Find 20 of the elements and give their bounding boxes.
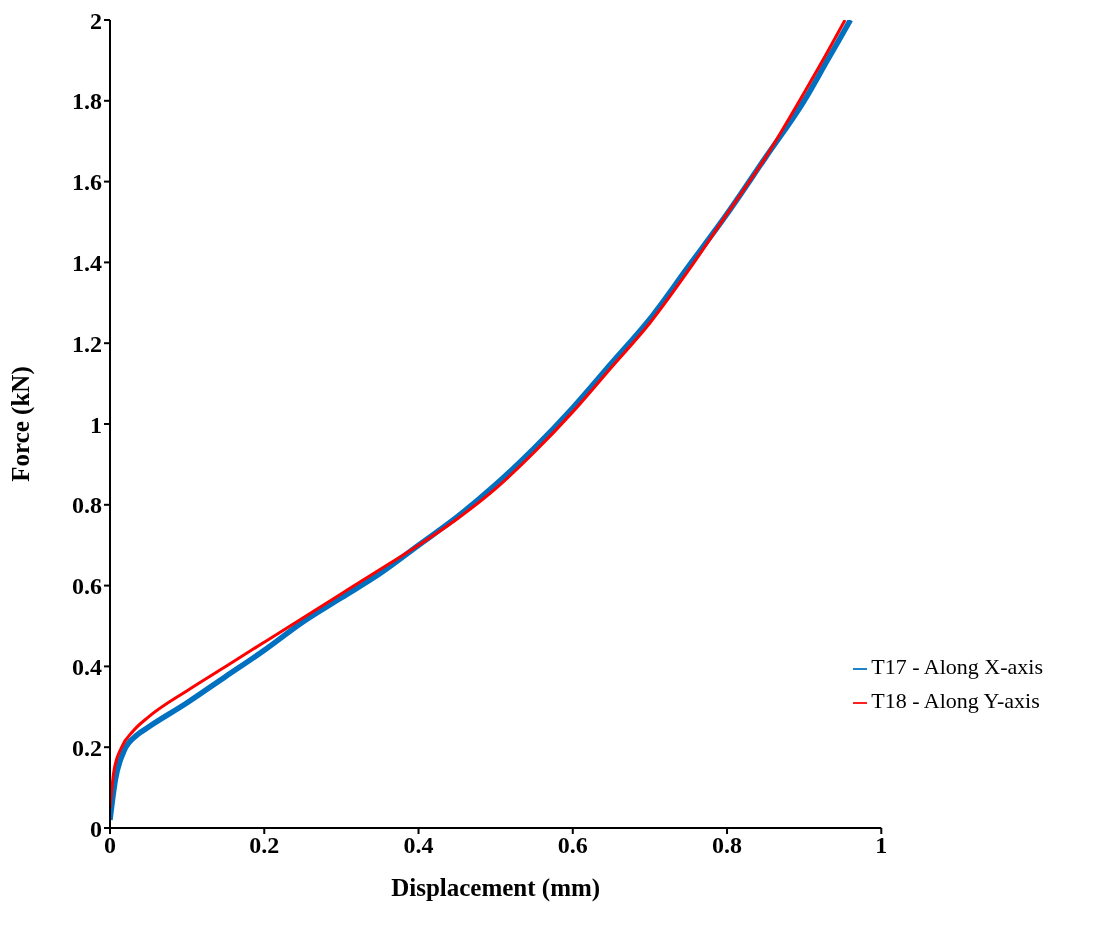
y-tick-label: 0.2 [72,734,102,761]
y-axis-title: Force (kN) [6,366,35,482]
y-tick-label: 1.2 [72,330,102,357]
y-tick-label: 2 [90,7,102,34]
x-tick-label: 0.8 [712,832,743,859]
y-tick-label: 1.4 [72,249,102,276]
y-tick-label: 0.6 [72,573,102,600]
x-axis-title: Displacement (mm) [391,874,601,902]
x-tick-label: 0.2 [249,832,280,859]
x-tick-label: 0.6 [557,832,588,859]
legend-label: T17 - Along X-axis [871,654,1043,679]
y-tick-label: 0.8 [72,492,102,519]
y-tick-label: 1.6 [72,169,102,196]
y-tick-label: 1.8 [72,88,102,115]
x-tick-label: 0.4 [403,832,434,859]
y-tick-label: 0.4 [72,653,102,680]
legend-label: T18 - Along Y-axis [871,688,1040,713]
x-tick-label: 1 [875,832,888,859]
y-tick-label: 0 [90,815,102,842]
y-tick-label: 1 [90,411,102,438]
